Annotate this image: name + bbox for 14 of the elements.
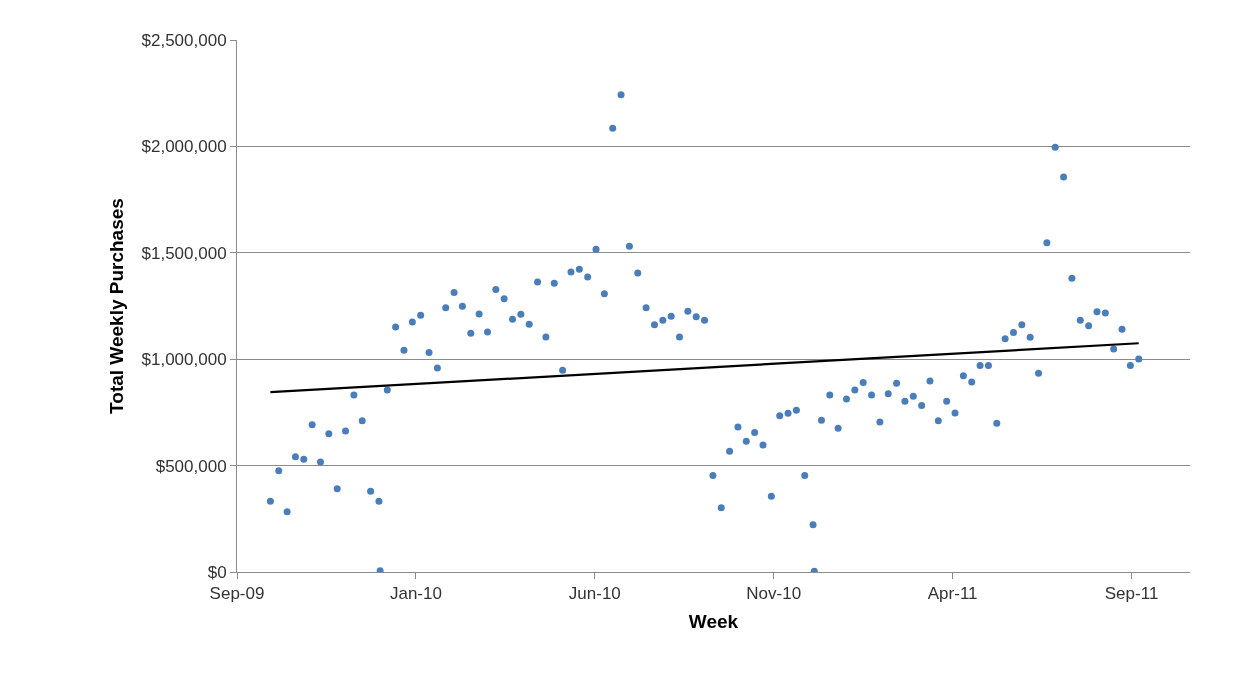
- y-axis-title: Total Weekly Purchases: [106, 198, 128, 414]
- x-tick-label: Apr-11: [927, 584, 978, 604]
- y-tick-label: $1,500,000: [141, 243, 227, 263]
- y-tick-label: $500,000: [155, 456, 227, 476]
- y-tick-label: $0: [207, 562, 227, 582]
- x-tick-label: Jan-10: [389, 584, 442, 604]
- x-tick-label: Nov-10: [746, 584, 802, 604]
- x-tick-label: Sep-11: [1104, 584, 1159, 604]
- y-tick-label: $1,000,000: [141, 350, 227, 370]
- y-tick-label: $2,500,000: [141, 30, 227, 50]
- x-axis-title: Week: [688, 611, 739, 633]
- y-tick-label: $2,000,000: [141, 137, 227, 157]
- x-tick-label: Jun-10: [568, 584, 621, 604]
- x-tick-label: Sep-09: [209, 584, 265, 604]
